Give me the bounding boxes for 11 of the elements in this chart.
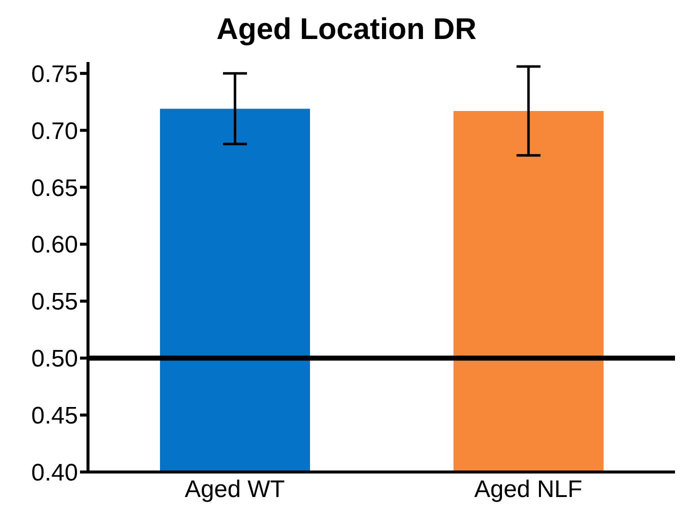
- y-tick-label: 0.75: [31, 60, 78, 88]
- x-tick-label: Aged NLF: [474, 476, 582, 504]
- y-tick-label: 0.55: [31, 288, 78, 316]
- x-tick-label: Aged WT: [184, 476, 286, 504]
- y-tick-label: 0.45: [31, 402, 78, 430]
- y-tick-label: 0.65: [31, 174, 78, 202]
- y-tick-label: 0.60: [31, 232, 78, 259]
- y-tick-label: 0.40: [31, 460, 78, 487]
- y-tick-label: 0.50: [31, 346, 78, 373]
- y-tick-label: 0.70: [31, 118, 78, 145]
- chart-title: Aged Location DR: [216, 12, 478, 48]
